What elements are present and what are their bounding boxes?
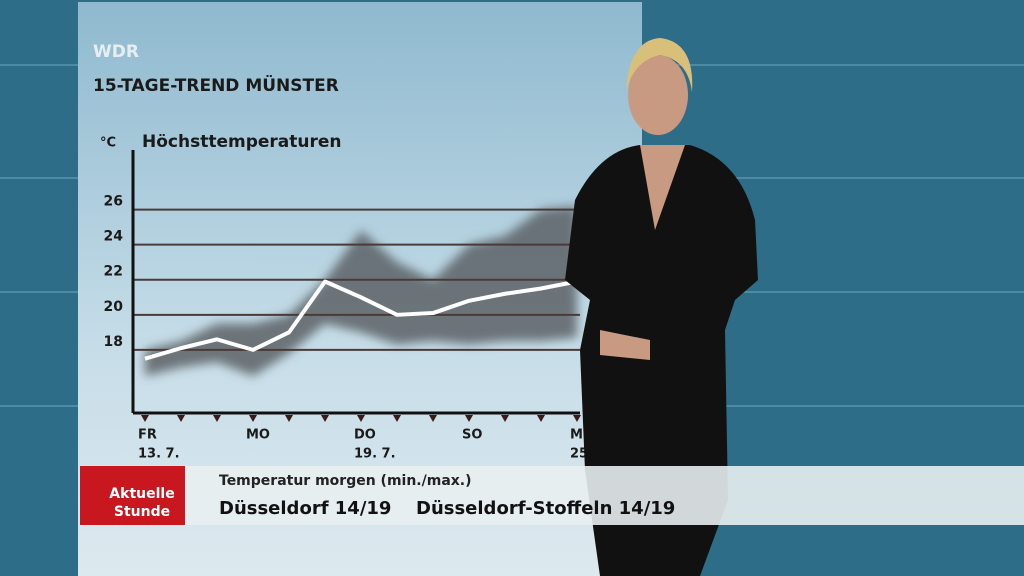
y-tick-label: 18: [104, 334, 123, 350]
presenter-neck: [640, 145, 685, 230]
y-tick-label: 24: [104, 229, 124, 245]
ticker-item: Düsseldorf 14/19: [219, 498, 391, 519]
x-tick-date: 19. 7.: [354, 447, 396, 462]
x-tick: [429, 415, 437, 422]
ticker-item: Düsseldorf-Stoffeln 14/19: [416, 498, 675, 519]
x-tick: [465, 415, 473, 422]
x-tick: [213, 415, 221, 422]
temperature-line: [144, 279, 578, 361]
x-tick: [285, 415, 293, 422]
ticker-bar: [185, 466, 1024, 525]
ticker-logo: Aktuelle: [109, 486, 174, 502]
x-tick: [501, 415, 509, 422]
x-tick: [393, 415, 401, 422]
presenter-head: [628, 55, 688, 135]
ticker-logo-box: [80, 466, 185, 525]
channel-logo: WDR: [93, 42, 139, 62]
range-band: [145, 206, 577, 377]
x-tick-label: SO: [462, 428, 482, 443]
x-tick-date: 13. 7.: [138, 447, 180, 462]
x-tick: [573, 415, 581, 422]
x-tick: [177, 415, 185, 422]
ticker-heading: Temperatur morgen (min./max.): [219, 473, 472, 489]
x-tick-label: DO: [354, 428, 376, 443]
y-tick-label: 20: [104, 299, 124, 315]
chart-subtitle: Höchsttemperaturen: [142, 132, 342, 152]
x-tick-label: FR: [138, 428, 157, 443]
x-tick: [357, 415, 365, 422]
y-tick-label: 22: [104, 264, 123, 280]
chart-title: 15-TAGE-TREND MÜNSTER: [93, 74, 339, 96]
ticker-logo: Stunde: [114, 504, 170, 520]
presenter-hair: [626, 38, 693, 92]
x-tick: [321, 415, 329, 422]
presenter-hands: [600, 330, 650, 360]
x-tick: [141, 415, 149, 422]
x-tick-label: MI: [570, 428, 588, 443]
x-tick: [537, 415, 545, 422]
x-tick: [249, 415, 257, 422]
y-unit: °C: [100, 136, 116, 151]
y-tick-label: 26: [104, 194, 123, 210]
x-tick-label: MO: [246, 428, 270, 443]
